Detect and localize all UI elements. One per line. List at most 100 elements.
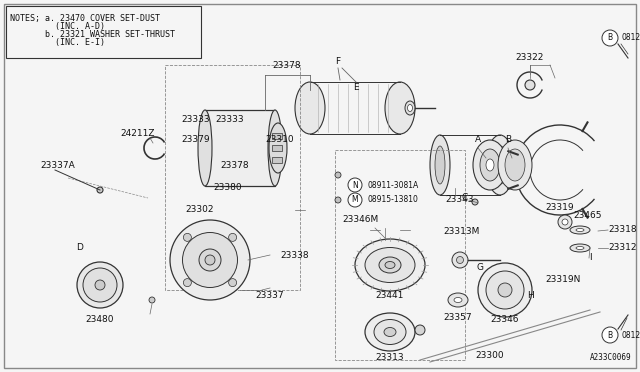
Ellipse shape bbox=[456, 257, 463, 263]
Text: 23357: 23357 bbox=[444, 314, 472, 323]
Text: A233C0069: A233C0069 bbox=[590, 353, 632, 362]
Ellipse shape bbox=[384, 327, 396, 337]
Text: M: M bbox=[352, 196, 358, 205]
Text: 23346M: 23346M bbox=[342, 215, 378, 224]
Bar bbox=[272, 157, 282, 163]
Text: 23318: 23318 bbox=[608, 225, 637, 234]
Text: 23333: 23333 bbox=[216, 115, 244, 125]
Circle shape bbox=[525, 80, 535, 90]
Text: E: E bbox=[353, 83, 359, 93]
Text: 23378: 23378 bbox=[221, 160, 250, 170]
Bar bbox=[205, 110, 275, 186]
Ellipse shape bbox=[480, 149, 500, 181]
Ellipse shape bbox=[486, 271, 524, 309]
Ellipse shape bbox=[268, 110, 282, 186]
Text: B: B bbox=[607, 33, 612, 42]
Text: 23337: 23337 bbox=[256, 291, 284, 299]
Ellipse shape bbox=[576, 247, 584, 250]
Text: 23319N: 23319N bbox=[545, 276, 580, 285]
Circle shape bbox=[472, 199, 478, 205]
Text: F: F bbox=[335, 58, 340, 67]
Ellipse shape bbox=[83, 268, 117, 302]
Ellipse shape bbox=[198, 110, 212, 186]
Circle shape bbox=[335, 172, 341, 178]
Ellipse shape bbox=[77, 262, 123, 308]
Text: G: G bbox=[477, 263, 483, 273]
Text: D: D bbox=[77, 244, 83, 253]
Ellipse shape bbox=[405, 101, 415, 115]
Text: 23480: 23480 bbox=[86, 315, 115, 324]
Text: 23378: 23378 bbox=[273, 61, 301, 71]
Text: 23465: 23465 bbox=[573, 211, 602, 219]
Ellipse shape bbox=[570, 226, 590, 234]
Ellipse shape bbox=[269, 123, 287, 173]
Text: (INC. A-D): (INC. A-D) bbox=[10, 22, 105, 31]
Text: H: H bbox=[527, 291, 533, 299]
Ellipse shape bbox=[182, 232, 237, 288]
Ellipse shape bbox=[199, 249, 221, 271]
Circle shape bbox=[184, 233, 191, 241]
Ellipse shape bbox=[365, 247, 415, 282]
Text: 23380: 23380 bbox=[214, 183, 243, 192]
Ellipse shape bbox=[473, 140, 507, 190]
Ellipse shape bbox=[452, 252, 468, 268]
Text: 23313M: 23313M bbox=[444, 228, 480, 237]
Text: 23337A: 23337A bbox=[40, 160, 75, 170]
Bar bbox=[165, 65, 300, 290]
Text: 23379: 23379 bbox=[182, 135, 211, 144]
Ellipse shape bbox=[486, 159, 494, 171]
Bar bbox=[272, 133, 282, 139]
Ellipse shape bbox=[570, 244, 590, 252]
Text: 23333: 23333 bbox=[182, 115, 211, 125]
Ellipse shape bbox=[486, 135, 514, 195]
Ellipse shape bbox=[295, 82, 325, 134]
Text: NOTES; a. 23470 COVER SET-DUST: NOTES; a. 23470 COVER SET-DUST bbox=[10, 14, 160, 23]
Text: 08121-0801F: 08121-0801F bbox=[622, 33, 640, 42]
Circle shape bbox=[335, 197, 341, 203]
Ellipse shape bbox=[408, 105, 413, 112]
Ellipse shape bbox=[170, 220, 250, 300]
Text: 23346: 23346 bbox=[491, 315, 519, 324]
Ellipse shape bbox=[385, 82, 415, 134]
Text: 08121-0651F: 08121-0651F bbox=[622, 330, 640, 340]
Text: B: B bbox=[505, 135, 511, 144]
Text: 23312: 23312 bbox=[608, 244, 637, 253]
Text: (INC. E-I): (INC. E-I) bbox=[10, 38, 105, 47]
Circle shape bbox=[228, 279, 237, 287]
Ellipse shape bbox=[430, 135, 450, 195]
Ellipse shape bbox=[355, 239, 425, 291]
Bar bbox=[272, 145, 282, 151]
Text: 23441: 23441 bbox=[376, 291, 404, 299]
Circle shape bbox=[602, 30, 618, 46]
Text: 24211Z: 24211Z bbox=[121, 128, 156, 138]
Ellipse shape bbox=[448, 293, 468, 307]
Ellipse shape bbox=[385, 262, 395, 269]
Ellipse shape bbox=[498, 283, 512, 297]
Circle shape bbox=[415, 325, 425, 335]
Circle shape bbox=[184, 279, 191, 287]
Ellipse shape bbox=[95, 280, 105, 290]
Text: 23310: 23310 bbox=[266, 135, 294, 144]
Ellipse shape bbox=[365, 313, 415, 351]
Text: 23319: 23319 bbox=[546, 203, 574, 212]
Text: 23313: 23313 bbox=[376, 353, 404, 362]
Ellipse shape bbox=[454, 298, 462, 302]
Bar bbox=[335, 150, 465, 360]
Ellipse shape bbox=[478, 263, 532, 317]
Text: I: I bbox=[589, 253, 591, 263]
Text: 23343: 23343 bbox=[445, 196, 474, 205]
Circle shape bbox=[228, 233, 237, 241]
Ellipse shape bbox=[492, 146, 508, 184]
Text: A: A bbox=[475, 135, 481, 144]
Circle shape bbox=[149, 297, 155, 303]
Ellipse shape bbox=[505, 149, 525, 181]
Ellipse shape bbox=[205, 255, 215, 265]
Text: 08911-3081A: 08911-3081A bbox=[368, 180, 419, 189]
Ellipse shape bbox=[576, 228, 584, 231]
Circle shape bbox=[348, 193, 362, 207]
Circle shape bbox=[602, 327, 618, 343]
Ellipse shape bbox=[374, 320, 406, 344]
Text: 23322: 23322 bbox=[516, 54, 544, 62]
Text: 23300: 23300 bbox=[476, 350, 504, 359]
Ellipse shape bbox=[498, 140, 532, 190]
